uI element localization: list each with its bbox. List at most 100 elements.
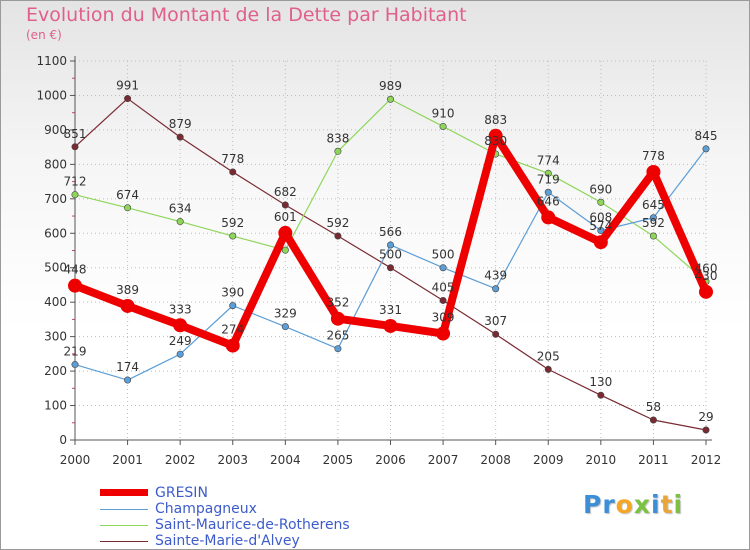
data-label-champagneux: 645: [642, 198, 665, 212]
x-tick-label: 2005: [323, 453, 354, 467]
data-point-sainte-marie-d-alvey: [124, 95, 132, 103]
data-label-gresin: 333: [169, 302, 192, 316]
data-point-gresin: [330, 311, 345, 326]
x-tick-label: 2002: [165, 453, 196, 467]
data-label-champagneux: 265: [326, 329, 349, 343]
data-point-champagneux: [492, 285, 500, 293]
x-tick-label: 2008: [480, 453, 511, 467]
data-point-champagneux: [439, 264, 447, 272]
data-point-champagneux: [386, 241, 394, 249]
y-tick-label: 1000: [36, 88, 67, 102]
data-point-champagneux: [71, 361, 79, 369]
data-point-sainte-marie-d-alvey: [702, 426, 710, 434]
data-point-sainte-marie-d-alvey: [492, 330, 500, 338]
data-point-gresin: [383, 318, 398, 333]
data-point-saint-maurice-de-rotherens: [334, 147, 342, 155]
data-point-sainte-marie-d-alvey: [544, 365, 552, 373]
data-point-sainte-marie-d-alvey: [597, 391, 605, 399]
data-point-champagneux: [702, 145, 710, 153]
legend-label-saint-maurice: Saint-Maurice-de-Rotherens: [155, 517, 350, 533]
data-point-gresin: [593, 235, 608, 250]
data-label-gresin: 883: [484, 113, 507, 127]
data-label-champagneux: 439: [484, 269, 507, 283]
data-label-saint-maurice-de-rotherens: 830: [484, 134, 507, 148]
data-label-saint-maurice-de-rotherens: 838: [326, 131, 349, 145]
data-point-gresin: [436, 326, 451, 341]
y-tick-label: 1100: [36, 54, 67, 68]
data-point-gresin: [68, 278, 82, 293]
data-point-champagneux: [544, 188, 552, 196]
data-label-sainte-marie-d-alvey: 778: [221, 152, 244, 166]
data-point-sainte-marie-d-alvey: [229, 168, 237, 176]
data-point-gresin: [173, 318, 188, 333]
data-label-sainte-marie-d-alvey: 682: [274, 185, 297, 199]
y-tick-label: 0: [59, 433, 67, 447]
legend-label-champagneux: Champagneux: [155, 501, 257, 517]
data-point-gresin: [225, 338, 240, 353]
y-tick-label: 200: [44, 364, 67, 378]
data-point-gresin: [488, 128, 503, 143]
y-tick-label: 800: [44, 157, 67, 171]
data-point-sainte-marie-d-alvey: [71, 143, 79, 151]
data-label-champagneux: 174: [116, 360, 139, 374]
x-tick-label: 2006: [375, 453, 406, 467]
data-point-saint-maurice-de-rotherens: [597, 198, 605, 206]
x-tick-label: 2000: [60, 453, 91, 467]
data-label-gresin: 430: [695, 269, 718, 283]
data-point-champagneux: [334, 345, 342, 353]
y-tick-label: 600: [44, 226, 67, 240]
data-label-champagneux: 329: [274, 307, 297, 321]
data-point-gresin: [699, 284, 713, 299]
legend-swatch-sainte-marie: [100, 541, 148, 542]
data-label-gresin: 389: [116, 283, 139, 297]
data-point-sainte-marie-d-alvey: [649, 416, 657, 424]
proxiti-logo: Proxiti: [583, 490, 683, 519]
x-tick-label: 2010: [586, 453, 617, 467]
data-label-champagneux: 249: [169, 334, 192, 348]
data-label-saint-maurice-de-rotherens: 774: [537, 153, 560, 167]
data-label-gresin: 274: [221, 323, 244, 337]
y-tick-label: 900: [44, 123, 67, 137]
y-tick-label: 700: [44, 192, 67, 206]
data-label-layer: 851 991 879 778 682 592 500 405 307 205 130 58 29 712…: [64, 79, 718, 424]
data-label-saint-maurice-de-rotherens: 910: [432, 106, 455, 120]
data-label-sainte-marie-d-alvey: 991: [116, 79, 139, 93]
data-label-gresin: 331: [379, 303, 402, 317]
data-label-sainte-marie-d-alvey: 205: [537, 349, 560, 363]
data-label-champagneux: 500: [432, 248, 455, 262]
data-label-sainte-marie-d-alvey: 130: [589, 375, 612, 389]
data-label-champagneux: 390: [221, 286, 244, 300]
data-label-sainte-marie-d-alvey: 879: [169, 117, 192, 131]
data-label-sainte-marie-d-alvey: 500: [379, 248, 402, 262]
data-label-saint-maurice-de-rotherens: 690: [589, 182, 612, 196]
data-label-gresin: 448: [64, 263, 87, 277]
axis-layer: 0 100 200 300 400 500 600 700 800 900 1000 1100 2000…: [36, 54, 721, 467]
y-tick-label: 100: [44, 399, 67, 413]
data-point-saint-maurice-de-rotherens: [71, 191, 79, 199]
data-label-champagneux: 845: [695, 129, 718, 143]
x-tick-label: 2007: [428, 453, 459, 467]
series-layer: [68, 95, 713, 434]
y-tick-label: 300: [44, 330, 67, 344]
data-label-gresin: 352: [326, 296, 349, 310]
data-point-gresin: [646, 164, 661, 179]
data-point-saint-maurice-de-rotherens: [229, 232, 237, 240]
data-label-gresin: 574: [589, 219, 612, 233]
data-label-gresin: 778: [642, 149, 665, 163]
data-point-champagneux: [281, 323, 289, 331]
data-label-champagneux: 719: [537, 172, 560, 186]
chart-title: Evolution du Montant de la Dette par Hab…: [26, 4, 467, 26]
logo-letter: x: [633, 490, 651, 519]
data-point-saint-maurice-de-rotherens: [649, 232, 657, 240]
legend-label-gresin: GRESIN: [155, 485, 208, 501]
data-label-champagneux: 566: [379, 225, 402, 239]
data-label-champagneux: 219: [64, 345, 87, 359]
data-point-champagneux: [176, 350, 184, 358]
data-label-saint-maurice-de-rotherens: 460: [695, 262, 718, 276]
data-point-sainte-marie-d-alvey: [334, 232, 342, 240]
logo-letter: i: [673, 490, 684, 519]
logo-letter: i: [651, 490, 661, 519]
logo-letter: P: [583, 490, 603, 519]
data-point-saint-maurice-de-rotherens: [176, 218, 184, 226]
